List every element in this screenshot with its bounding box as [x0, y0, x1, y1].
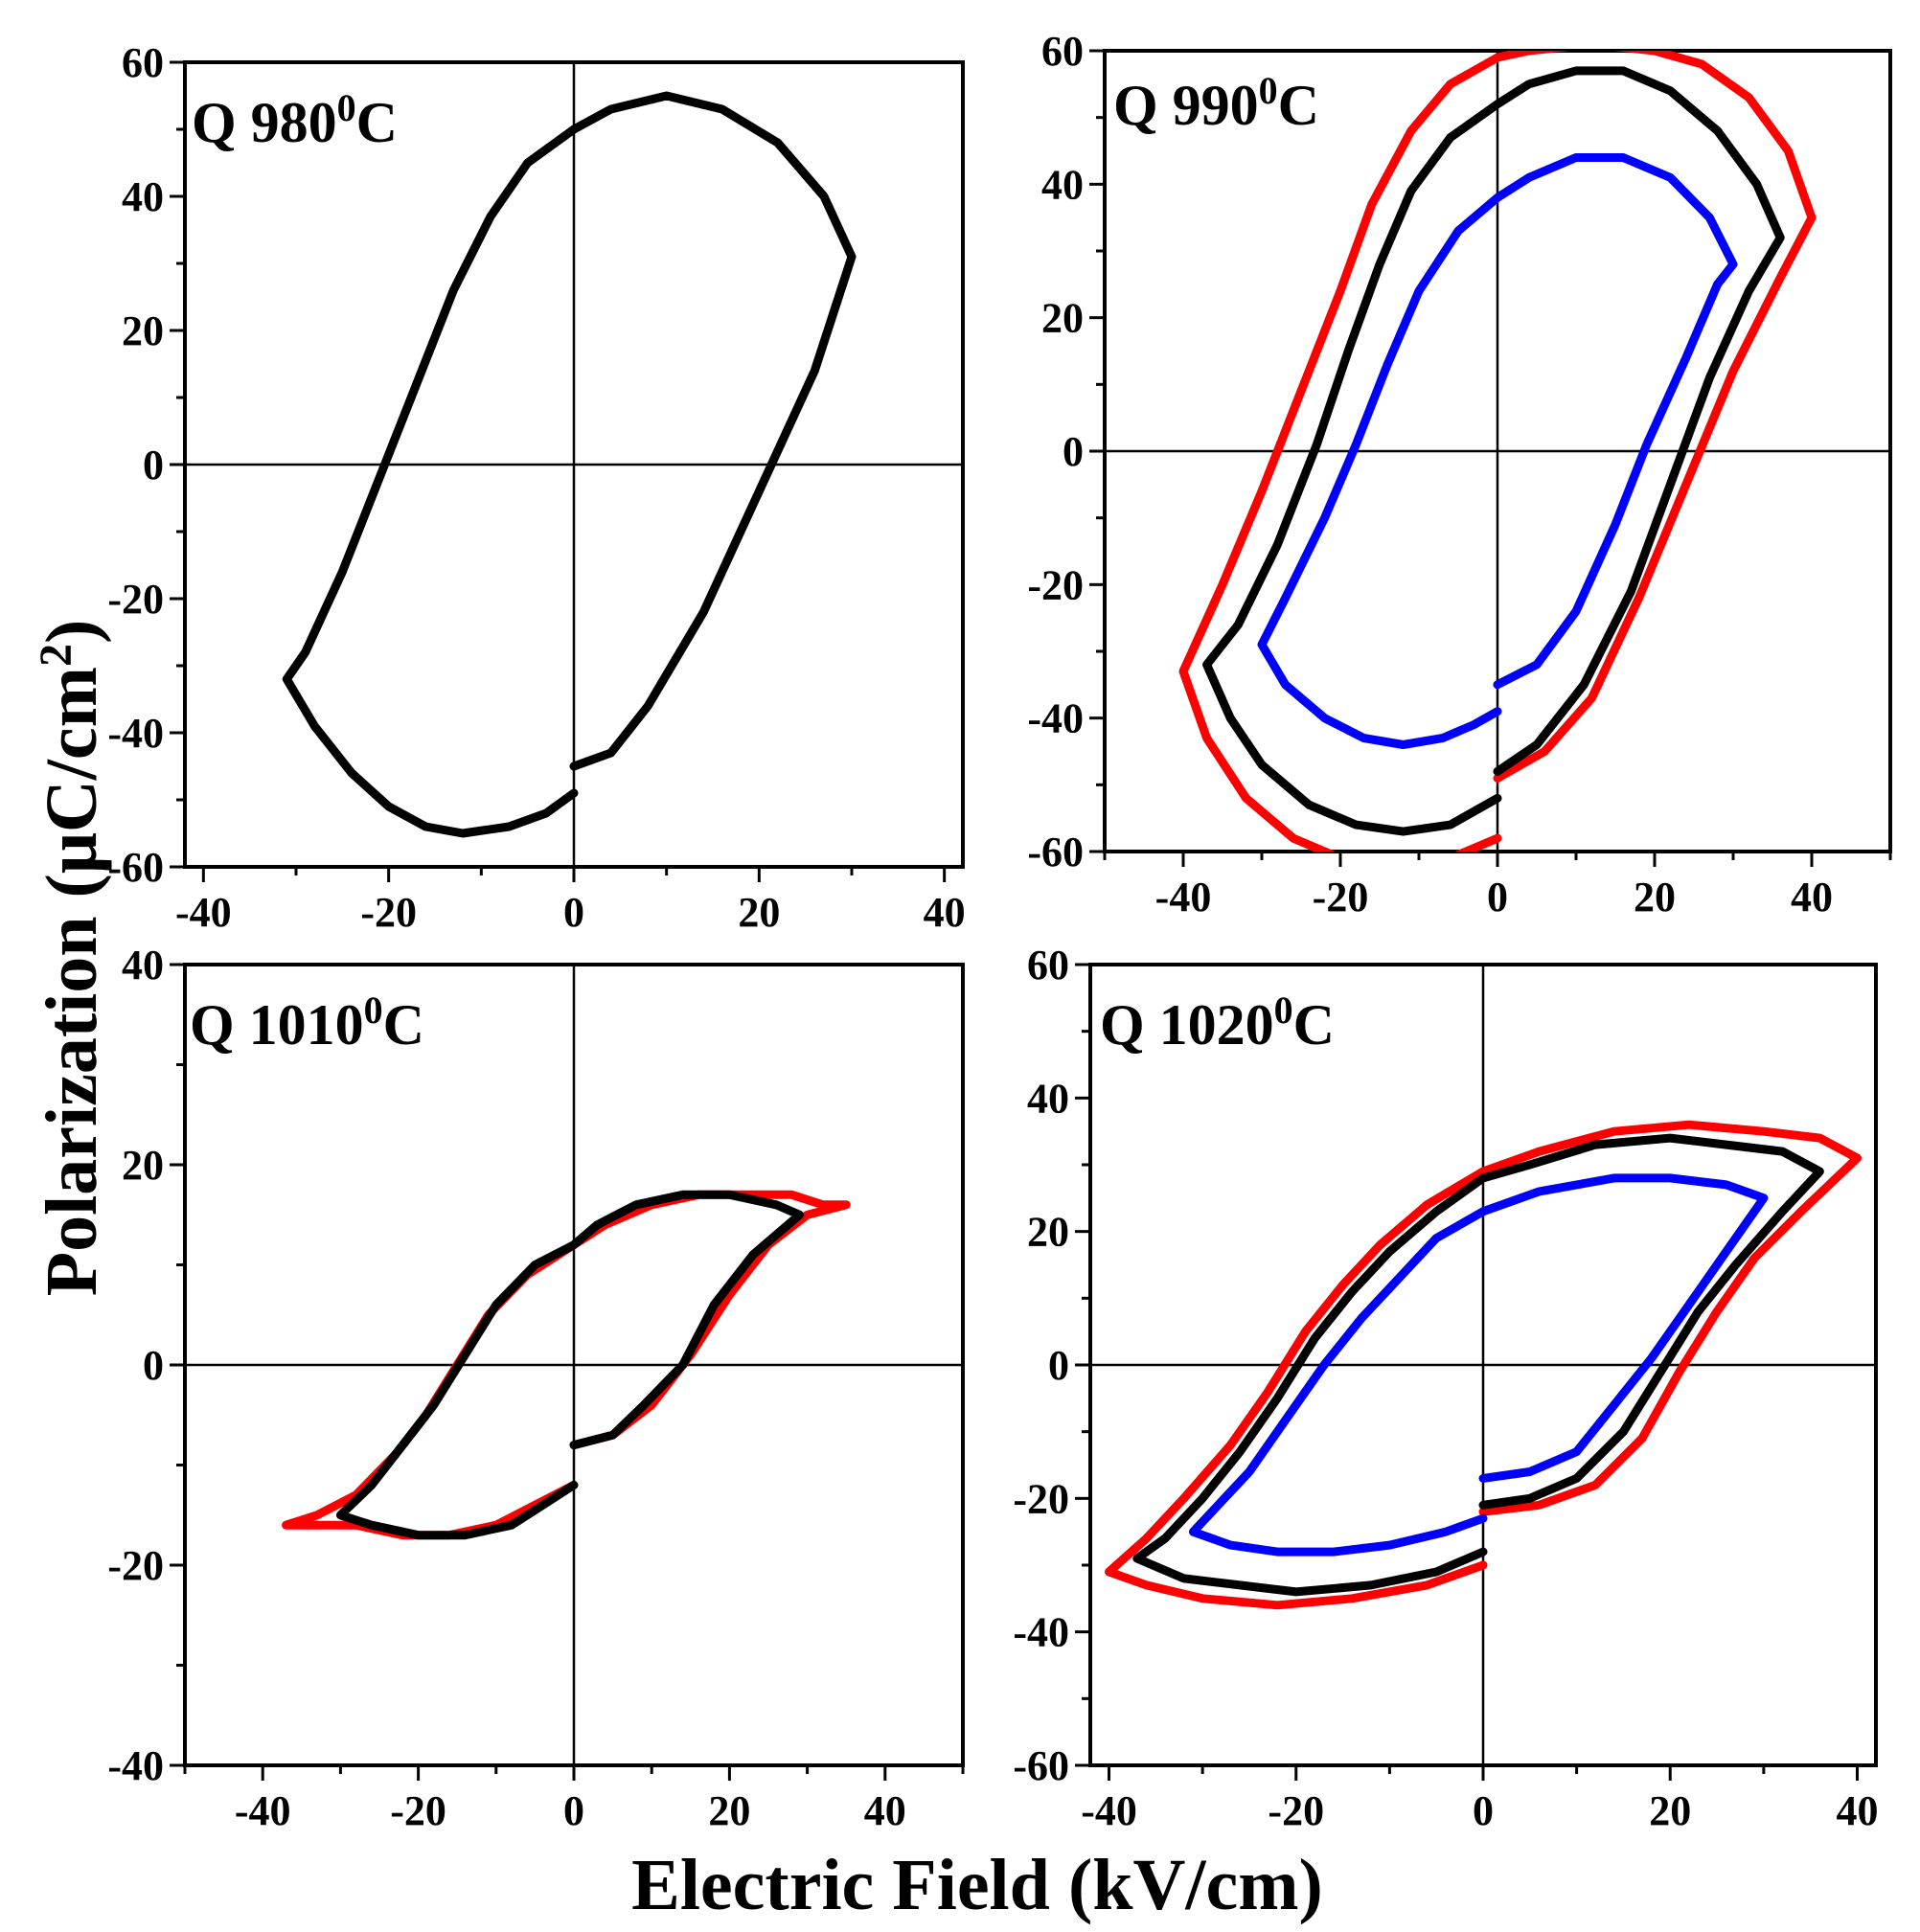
panel-bottom-left: Q 10100C -40 -20 0 20 40 -40 -20 0 20 40 — [107, 942, 965, 1834]
y-tick-label: 0 — [143, 442, 164, 489]
y-tick-label: -40 — [1013, 1609, 1069, 1656]
y-tick-label: 60 — [1027, 942, 1069, 989]
y-tick-label: 20 — [1041, 295, 1084, 342]
y-tick-label: -20 — [107, 576, 164, 623]
x-tick-label: 20 — [1649, 1787, 1691, 1834]
panel-title: Q 10200C — [1100, 989, 1335, 1057]
y-tick-label: 40 — [1027, 1075, 1069, 1122]
y-tick-label: -20 — [1013, 1475, 1069, 1522]
x-tick-label: 0 — [563, 1787, 584, 1834]
panel-title: Q 9900C — [1113, 69, 1319, 138]
x-tick-label: -20 — [1313, 874, 1369, 921]
loop-middle-black — [1132, 1133, 1824, 1597]
y-tick-label: -40 — [1027, 695, 1084, 742]
y-tick-label: 20 — [122, 1142, 164, 1189]
y-tick-label: 40 — [122, 173, 164, 220]
y-tick-label: -20 — [1027, 561, 1084, 608]
y-tick-label: 60 — [1041, 28, 1084, 75]
x-tick-label: -20 — [390, 1787, 446, 1834]
x-tick-label: -20 — [360, 889, 417, 936]
loop-outer-red — [1105, 1120, 1862, 1610]
y-tick-label: 40 — [1041, 161, 1084, 208]
y-tick-label: 60 — [122, 39, 164, 86]
y-axis-label: Polarization (μC/cm2) — [31, 620, 113, 1297]
panel-title: Q 9800C — [192, 86, 398, 155]
panel-top-right: Q 9900C -40 -20 0 20 40 -60 -40 -20 0 20 40 60 — [1027, 28, 1892, 921]
x-tick-label: 0 — [1487, 874, 1508, 921]
y-tick-label: 0 — [1048, 1342, 1069, 1389]
x-tick-label: 40 — [924, 889, 966, 936]
y-tick-label: -20 — [107, 1542, 164, 1589]
y-tick-label: 0 — [143, 1342, 164, 1389]
x-tick-label: 0 — [563, 889, 584, 936]
y-tick-label: -60 — [1027, 829, 1084, 875]
x-tick-label: 40 — [1791, 874, 1833, 921]
loop-outer-red — [1178, 51, 1817, 852]
x-tick-label: 0 — [1473, 1787, 1494, 1834]
y-tick-label: -60 — [107, 844, 164, 891]
loop-inner-blue — [1188, 1173, 1769, 1557]
loop-middle-black — [1202, 66, 1785, 836]
y-tick-label: -40 — [107, 710, 164, 757]
y-tick-label: 40 — [122, 942, 164, 989]
x-tick-label: 20 — [708, 1787, 750, 1834]
x-tick-label: -40 — [1155, 874, 1212, 921]
x-tick-label: 20 — [1634, 874, 1676, 921]
x-tick-label: 20 — [738, 889, 780, 936]
x-tick-label: -40 — [235, 1787, 291, 1834]
panel-bottom-right: Q 10200C -40 -20 0 20 40 -60 -40 -20 0 20 40 60 — [1013, 942, 1878, 1834]
y-tick-label: 20 — [122, 307, 164, 354]
x-tick-label: -40 — [175, 889, 232, 936]
y-tick-label: 0 — [1063, 428, 1084, 475]
y-tick-label: -60 — [1013, 1742, 1069, 1789]
x-axis-label: Electric Field (kV/cm) — [631, 1845, 1323, 1925]
loop-loop-black — [282, 91, 857, 838]
loop-inner-black — [335, 1190, 804, 1540]
x-tick-label: -20 — [1268, 1787, 1324, 1834]
y-tick-label: 20 — [1027, 1209, 1069, 1256]
x-tick-label: 40 — [864, 1787, 906, 1834]
x-tick-label: -40 — [1081, 1787, 1137, 1834]
loop-inner-blue — [1257, 153, 1738, 749]
x-tick-label: 40 — [1836, 1787, 1878, 1834]
panel-title: Q 10100C — [190, 989, 424, 1057]
y-tick-label: -40 — [107, 1742, 164, 1789]
